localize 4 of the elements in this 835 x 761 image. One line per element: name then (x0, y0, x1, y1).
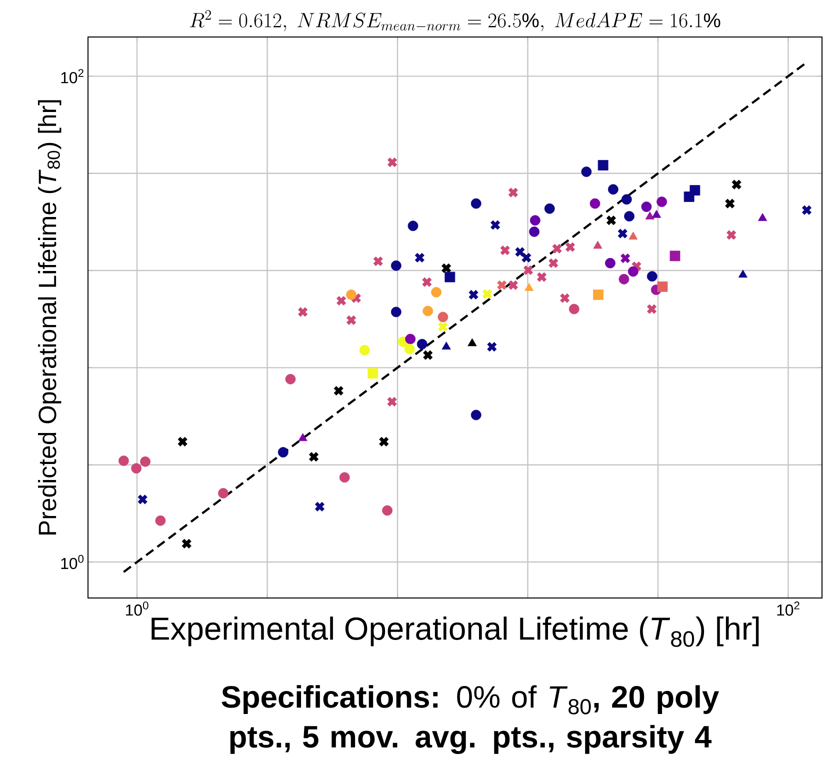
chart-title: $R^{2} = 0.612,\ NRMSE_{mean - norm} = 26.5\%,\ MedAPE = 16.1\%$ (190, 10, 720, 32)
text: Specifications: 0% of T$_{80}$, 20 poly pts., 5 mov. avg. pts., sparsity 4 (222, 685, 720, 754)
x-axis-title: Experimental Operational Lifetime (T$_{80}$) [hr] (152, 616, 759, 647)
y-axis-title: Predicted Operational Lifetime (T$_{80}$) [hr] (38, 100, 62, 534)
